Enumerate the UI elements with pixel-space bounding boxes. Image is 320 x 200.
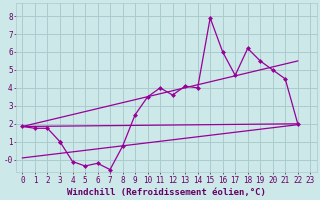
- X-axis label: Windchill (Refroidissement éolien,°C): Windchill (Refroidissement éolien,°C): [67, 188, 266, 197]
